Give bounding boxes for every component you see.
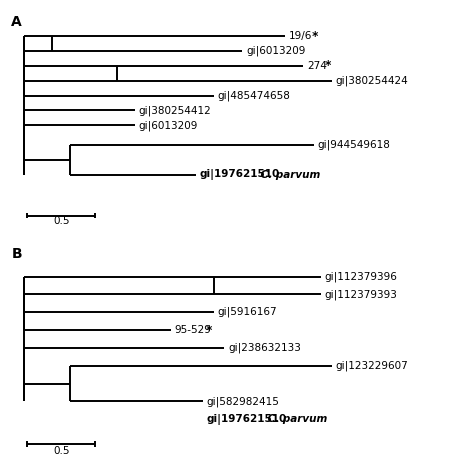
Text: gi|5916167: gi|5916167 [217, 307, 277, 318]
Text: gi|6013209: gi|6013209 [138, 120, 198, 130]
Text: gi|485474658: gi|485474658 [217, 90, 290, 101]
Text: 274: 274 [307, 61, 327, 71]
Text: 19/6: 19/6 [289, 31, 312, 41]
Text: *: * [202, 324, 213, 337]
Text: C. parvum: C. parvum [257, 170, 320, 180]
Text: gi|6013209: gi|6013209 [246, 46, 305, 56]
Text: A: A [11, 15, 22, 29]
Text: gi|582982415: gi|582982415 [207, 396, 279, 407]
Text: 0.5: 0.5 [53, 217, 70, 227]
Text: gi|197621510: gi|197621510 [200, 169, 280, 181]
Text: gi|197621510: gi|197621510 [207, 414, 287, 425]
Text: gi|112379396: gi|112379396 [325, 271, 398, 282]
Text: gi|380254412: gi|380254412 [138, 105, 211, 116]
Text: gi|944549618: gi|944549618 [318, 140, 391, 150]
Text: *: * [321, 59, 331, 73]
Text: B: B [11, 247, 22, 261]
Text: C. parvum: C. parvum [264, 414, 328, 424]
Text: 0.5: 0.5 [53, 447, 70, 456]
Text: 95-529: 95-529 [174, 325, 211, 335]
Text: gi|112379393: gi|112379393 [325, 289, 398, 300]
Text: gi|123229607: gi|123229607 [336, 361, 408, 371]
Text: gi|238632133: gi|238632133 [228, 343, 301, 353]
Text: *: * [308, 29, 318, 43]
Text: gi|380254424: gi|380254424 [336, 75, 408, 86]
